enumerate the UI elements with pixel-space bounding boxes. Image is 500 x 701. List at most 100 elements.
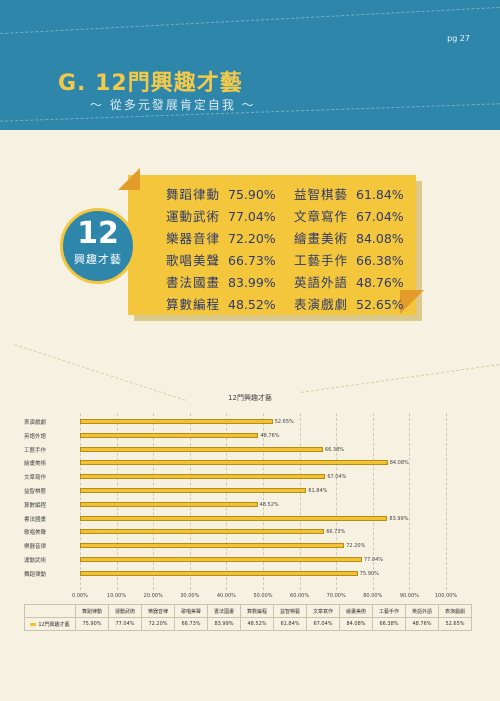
card-item-name: 書法國畫 <box>166 275 221 290</box>
page-subtitle: ～ 從多元發展肯定自我 ～ <box>90 98 256 112</box>
category-label: 舞蹈律動 <box>24 571 47 578</box>
table-value-cell: 66.73% <box>174 617 208 631</box>
bar <box>80 501 258 507</box>
table-column-header: 工藝手作 <box>372 604 406 618</box>
bar <box>80 474 326 480</box>
bar-value-label: 67.04% <box>327 474 347 481</box>
card-item-name: 算數編程 <box>166 297 221 312</box>
data-table: 舞蹈律動 運動武術 樂器音律 歌唱美聲 書法國畫 算數編程 益智棋藝 文章寫作 繪畫美術 工藝手作… <box>24 604 472 631</box>
card-item-name: 運動武術 <box>166 209 221 224</box>
card-item-name: 舞蹈律動 <box>166 187 221 202</box>
card-item: 歌唱美聲 66.73% <box>166 250 276 269</box>
bar <box>80 488 307 493</box>
table-column-header: 樂器音律 <box>141 604 175 618</box>
table-column-header: 算數編程 <box>240 604 274 618</box>
card-item: 舞蹈律動 75.90% <box>166 184 276 203</box>
table-value-cell: 52.65% <box>438 617 472 631</box>
table-value-cell: 66.38% <box>372 617 406 631</box>
bar <box>80 543 345 549</box>
card-item-percent: 75.90% <box>228 187 276 202</box>
bar-value-label: 75.90% <box>359 570 379 577</box>
bar-value-label: 66.73% <box>326 529 346 536</box>
table-series-cell: 12門興趣才藝 <box>24 617 76 631</box>
bar <box>80 432 259 438</box>
x-tick-label: 90.00% <box>399 593 419 599</box>
card-item-name: 文章寫作 <box>294 209 349 224</box>
x-tick-label: 0.00% <box>72 593 88 599</box>
table-value-cell: 84.08% <box>339 617 373 631</box>
x-tick-label: 20.00% <box>143 593 163 599</box>
card-item: 樂器音律 72.20% <box>166 228 276 247</box>
category-label: 樂器音律 <box>24 544 47 551</box>
gridline <box>372 413 374 590</box>
card-item-name: 表演戲劇 <box>294 297 349 312</box>
card-item-name: 益智棋藝 <box>294 187 349 202</box>
decor-dash-line <box>300 364 500 393</box>
card-item-name: 工藝手作 <box>294 253 349 268</box>
card-item-name: 英語外語 <box>294 275 349 290</box>
table-column-header: 表演戲劇 <box>438 604 472 618</box>
x-tick-label: 10.00% <box>107 593 127 599</box>
table-column-header: 繪畫美術 <box>339 604 373 618</box>
category-label: 益智棋藝 <box>24 489 47 495</box>
card-item: 繪畫美術 84.08% <box>294 228 404 247</box>
card-item-percent: 67.04% <box>356 209 404 224</box>
gridline <box>116 413 118 590</box>
card-item: 算數編程 48.52% <box>166 294 276 313</box>
table-value-cell: 72.20% <box>141 617 175 631</box>
bar-value-label: 66.38% <box>324 446 345 453</box>
table-value-cell: 83.99% <box>207 617 241 631</box>
gridline <box>80 413 81 590</box>
category-label: 運動武術 <box>24 558 47 564</box>
category-label: 算數編程 <box>24 502 47 509</box>
card-item-percent: 61.84% <box>356 187 404 202</box>
gridline <box>189 413 191 590</box>
gridline <box>299 413 301 590</box>
gridline <box>336 413 338 590</box>
bar <box>80 570 358 576</box>
card-item-percent: 83.99% <box>228 275 276 290</box>
bar-value-label: 72.20% <box>346 543 366 550</box>
card-item-percent: 66.73% <box>228 253 276 268</box>
category-label: 工藝手作 <box>24 447 47 454</box>
x-tick-label: 70.00% <box>326 593 346 599</box>
card-item-percent: 72.20% <box>228 231 276 246</box>
bar-value-label: 84.08% <box>389 460 409 467</box>
table-value-cell: 77.04% <box>108 617 142 631</box>
bar <box>80 419 273 424</box>
card-fold-top-left <box>118 168 140 190</box>
chart-title: 12門興趣才藝 <box>228 394 272 402</box>
header-decor-line <box>0 6 500 35</box>
table-column-header: 歌唱美聲 <box>174 604 208 618</box>
bar <box>80 515 388 521</box>
page-number: pg 27 <box>447 34 470 43</box>
table-value-cell: 61.84% <box>273 617 307 631</box>
table-value-cell: 48.76% <box>405 617 439 631</box>
bar-value-label: 48.76% <box>260 432 280 439</box>
card-item-percent: 84.08% <box>356 231 404 246</box>
card-fold-bottom-right <box>400 290 424 314</box>
legend-swatch <box>30 622 37 626</box>
series-name: 12門興趣才藝 <box>38 621 70 628</box>
page-title: G. 12門興趣才藝 <box>58 71 243 96</box>
table-value-cell: 75.90% <box>75 617 109 631</box>
bar-value-label: 77.04% <box>363 557 384 563</box>
card-item-percent: 48.76% <box>356 275 404 290</box>
card-item-name: 繪畫美術 <box>294 231 349 246</box>
x-tick-label: 100.00% <box>434 593 458 599</box>
gridline <box>263 413 264 590</box>
table-corner-cell <box>24 604 76 618</box>
card-item-name: 樂器音律 <box>166 231 221 246</box>
card-item-percent: 66.38% <box>356 253 404 268</box>
table-column-header: 文章寫作 <box>306 604 340 618</box>
category-label: 繪畫美術 <box>24 461 47 468</box>
card-item: 益智棋藝 61.84% <box>294 184 404 203</box>
x-tick-label: 80.00% <box>363 593 383 599</box>
card-item: 工藝手作 66.38% <box>294 250 404 269</box>
card-item-percent: 48.52% <box>228 297 276 312</box>
gridline <box>153 413 155 590</box>
x-tick-label: 50.00% <box>253 593 273 599</box>
category-label: 歌唱美聲 <box>24 530 47 537</box>
card-item: 表演戲劇 52.65% <box>294 294 404 313</box>
count-badge: 12 興趣才藝 <box>60 208 136 284</box>
